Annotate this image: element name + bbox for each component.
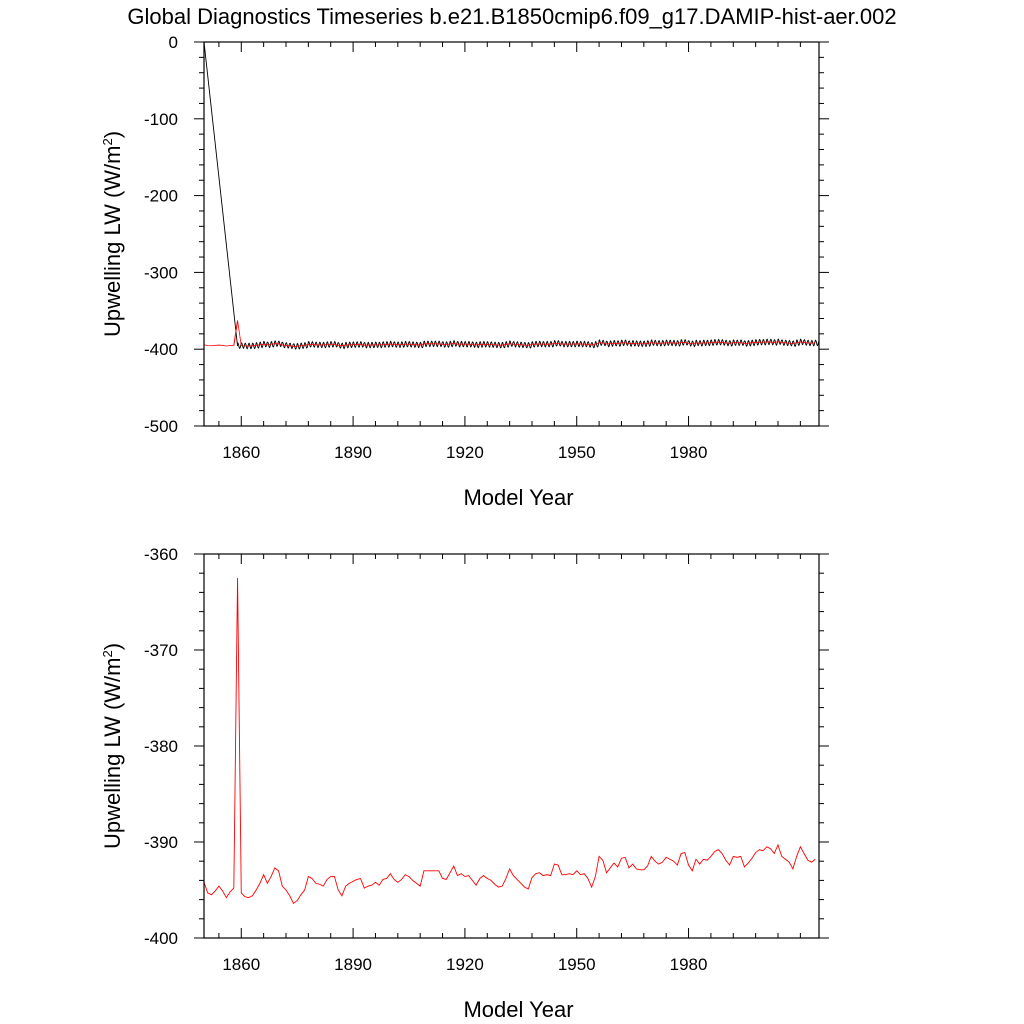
x-tick-label: 1980 xyxy=(670,955,708,974)
x-tick-label: 1860 xyxy=(222,955,260,974)
series-line-annual-full xyxy=(204,320,816,347)
x-tick-label: 1950 xyxy=(558,443,596,462)
series-line-annual xyxy=(204,577,816,905)
series-line-monthly xyxy=(204,42,819,350)
y-axis-title-close: ) xyxy=(100,131,125,138)
y-tick-label: -380 xyxy=(144,737,178,756)
y-axis-title-main: Upwelling LW (W/m xyxy=(100,658,125,850)
y-axis-title-close: ) xyxy=(100,643,125,650)
x-tick-label: 1980 xyxy=(670,443,708,462)
y-tick-label: -390 xyxy=(144,833,178,852)
x-axis-title: Model Year xyxy=(463,997,573,1022)
y-axis-title-superscript: 2 xyxy=(100,138,115,145)
x-tick-label: 1890 xyxy=(334,443,372,462)
y-tick-label: -400 xyxy=(144,929,178,948)
y-tick-label: -500 xyxy=(144,417,178,436)
y-tick-label: -300 xyxy=(144,263,178,282)
x-tick-label: 1950 xyxy=(558,955,596,974)
y-tick-label: -400 xyxy=(144,340,178,359)
x-tick-label: 1920 xyxy=(446,443,484,462)
chart-title: Global Diagnostics Timeseries b.e21.B185… xyxy=(127,4,896,29)
plot-frame xyxy=(203,553,820,939)
x-tick-label: 1920 xyxy=(446,955,484,974)
y-axis-title-superscript: 2 xyxy=(100,650,115,657)
x-tick-label: 1860 xyxy=(222,443,260,462)
y-axis-title-main: Upwelling LW (W/m xyxy=(100,146,125,338)
y-tick-label: -370 xyxy=(144,641,178,660)
bottom-panel: 1860 1890 1920 1950 1980 -360 -370 -380 -390 -400… xyxy=(100,545,829,1022)
y-tick-label: 0 xyxy=(169,33,178,52)
y-tick-label: -200 xyxy=(144,187,178,206)
x-axis-title: Model Year xyxy=(463,485,573,510)
y-axis-title: Upwelling LW (W/m2) xyxy=(100,131,125,337)
y-tick-label: -100 xyxy=(144,110,178,129)
top-panel: 1860 1890 1920 1950 1980 0 -100 -200 -300 -400 -50… xyxy=(100,33,829,510)
y-tick-label: -360 xyxy=(144,545,178,564)
x-tick-label: 1890 xyxy=(334,955,372,974)
plot-frame xyxy=(203,41,820,427)
y-axis-title: Upwelling LW (W/m2) xyxy=(100,643,125,849)
plot-area xyxy=(204,577,816,905)
plot-area xyxy=(204,42,819,350)
